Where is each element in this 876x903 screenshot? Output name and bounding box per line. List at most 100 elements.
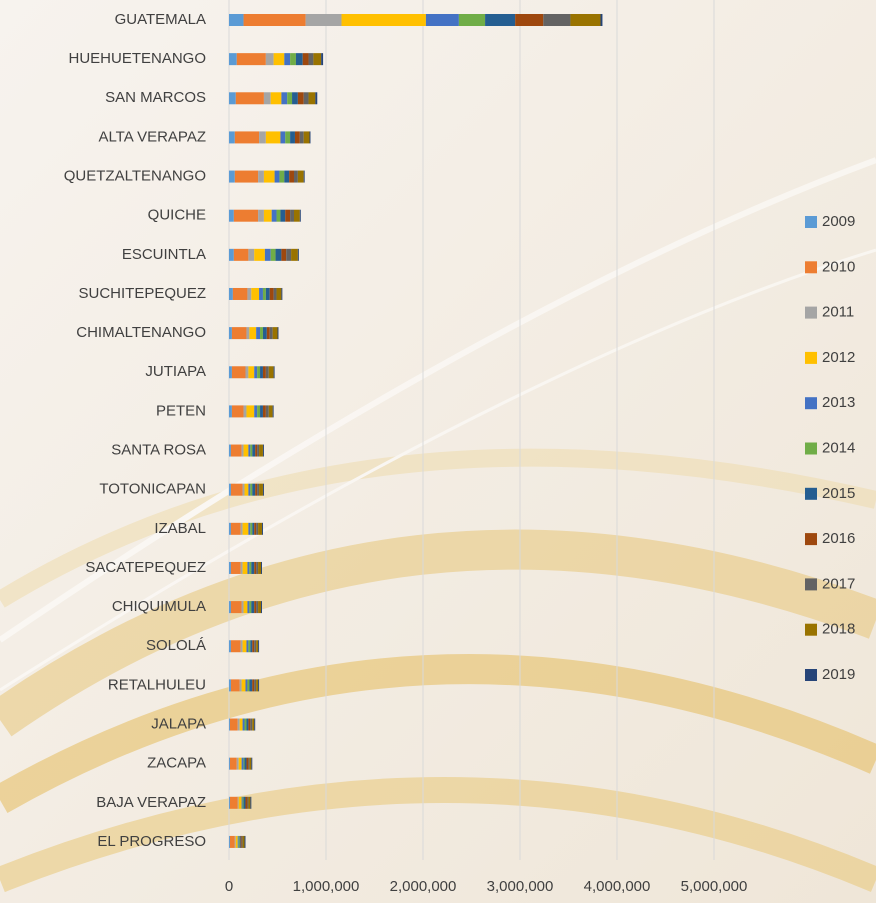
bar-segment xyxy=(256,679,258,691)
bar-segment xyxy=(257,366,260,378)
bar-segment xyxy=(249,758,251,770)
bar-segment xyxy=(304,171,305,183)
bar-segment xyxy=(292,92,298,104)
y-tick-label: TOTONICAPAN xyxy=(99,481,206,498)
bar-segment xyxy=(245,758,247,770)
bar-segment xyxy=(266,53,274,65)
bar-segment xyxy=(280,131,285,143)
bar-segment xyxy=(231,523,241,535)
bar-segment xyxy=(543,14,570,26)
bar-segment xyxy=(263,366,266,378)
bar-segment xyxy=(229,445,231,457)
bar-segment xyxy=(235,171,258,183)
bar-segment xyxy=(229,719,230,731)
bar-segment xyxy=(264,210,272,222)
bar-segment xyxy=(252,640,254,652)
bar-segment xyxy=(239,797,242,809)
legend-swatch xyxy=(805,624,817,636)
y-tick-label: GUATEMALA xyxy=(115,11,206,28)
bar-segment xyxy=(258,523,262,535)
bar-segment xyxy=(229,562,231,574)
bar-segment xyxy=(303,53,309,65)
bar-segment xyxy=(247,562,249,574)
bar-segment xyxy=(241,836,242,848)
bar-segment xyxy=(315,92,317,104)
chart: 01,000,0002,000,0003,000,0004,000,0005,0… xyxy=(0,0,876,903)
bar-segment xyxy=(254,366,257,378)
bar-segment xyxy=(229,523,231,535)
bar-segment xyxy=(254,601,256,613)
x-tick-label: 3,000,000 xyxy=(487,878,554,895)
bar-segment xyxy=(252,523,254,535)
bar-segment xyxy=(229,601,231,613)
bar-segment xyxy=(259,131,266,143)
bar-segment xyxy=(230,797,238,809)
bar-segment xyxy=(256,327,260,339)
bar-segment xyxy=(231,562,241,574)
bar-segment xyxy=(277,288,282,300)
bar-segment xyxy=(246,405,254,417)
bar-segment xyxy=(243,797,244,809)
legend-swatch xyxy=(805,307,817,319)
legend-swatch xyxy=(805,397,817,409)
bar-segment xyxy=(277,210,281,222)
bar-segment xyxy=(601,14,603,26)
bar-segment xyxy=(247,797,248,809)
bar-segment xyxy=(296,53,303,65)
bar-segment xyxy=(248,719,250,731)
bar-segment xyxy=(234,210,258,222)
bar-segment xyxy=(242,758,244,770)
bar-segment xyxy=(244,758,245,770)
bar-segment xyxy=(287,92,292,104)
legend-swatch xyxy=(805,533,817,545)
bar-segment xyxy=(258,171,264,183)
bar-segment xyxy=(263,327,267,339)
y-tick-label: IZABAL xyxy=(154,520,206,537)
bar-segment xyxy=(267,327,270,339)
bar-segment xyxy=(254,405,257,417)
bar-segment xyxy=(245,719,247,731)
bar-segment xyxy=(281,249,286,261)
bar-segment xyxy=(247,288,251,300)
bar-segment xyxy=(243,484,245,496)
bar-segment xyxy=(229,171,235,183)
bar-segment xyxy=(254,562,256,574)
bar-segment xyxy=(251,562,254,574)
bar-segment xyxy=(266,131,281,143)
legend-swatch xyxy=(805,578,817,590)
bar-segment xyxy=(242,797,243,809)
bar-segment xyxy=(229,14,244,26)
bar-segment xyxy=(281,92,287,104)
legend-swatch xyxy=(805,669,817,681)
bar-segment xyxy=(258,210,264,222)
bar-segment xyxy=(279,171,284,183)
legend-label: 2009 xyxy=(822,213,855,230)
bar-segment xyxy=(247,679,249,691)
bar-segment xyxy=(290,131,295,143)
legend-label: 2015 xyxy=(822,485,855,502)
legend-swatch xyxy=(805,352,817,364)
bar-segment xyxy=(238,836,239,848)
y-tick-label: JUTIAPA xyxy=(145,363,206,380)
y-tick-label: QUETZALTENANGO xyxy=(64,168,206,185)
bar-segment xyxy=(249,601,251,613)
bar-segment xyxy=(269,366,274,378)
bar-segment xyxy=(231,445,242,457)
bar-segment xyxy=(269,405,273,417)
bar-segment xyxy=(250,797,251,809)
bar-segment xyxy=(280,210,285,222)
bar-segment xyxy=(271,92,282,104)
bar-segment xyxy=(263,288,266,300)
y-tick-label: SUCHITEPEQUEZ xyxy=(78,285,206,302)
bar-segment xyxy=(257,405,260,417)
bar-segment xyxy=(246,719,248,731)
bar-segment xyxy=(263,445,264,457)
bar-segment xyxy=(257,445,259,457)
legend-swatch xyxy=(805,216,817,228)
bar-segment xyxy=(304,92,309,104)
bar-segment xyxy=(252,719,254,731)
bar-segment xyxy=(245,484,249,496)
bar-segment xyxy=(248,484,250,496)
legend-swatch xyxy=(805,488,817,500)
bar-segment xyxy=(249,679,252,691)
